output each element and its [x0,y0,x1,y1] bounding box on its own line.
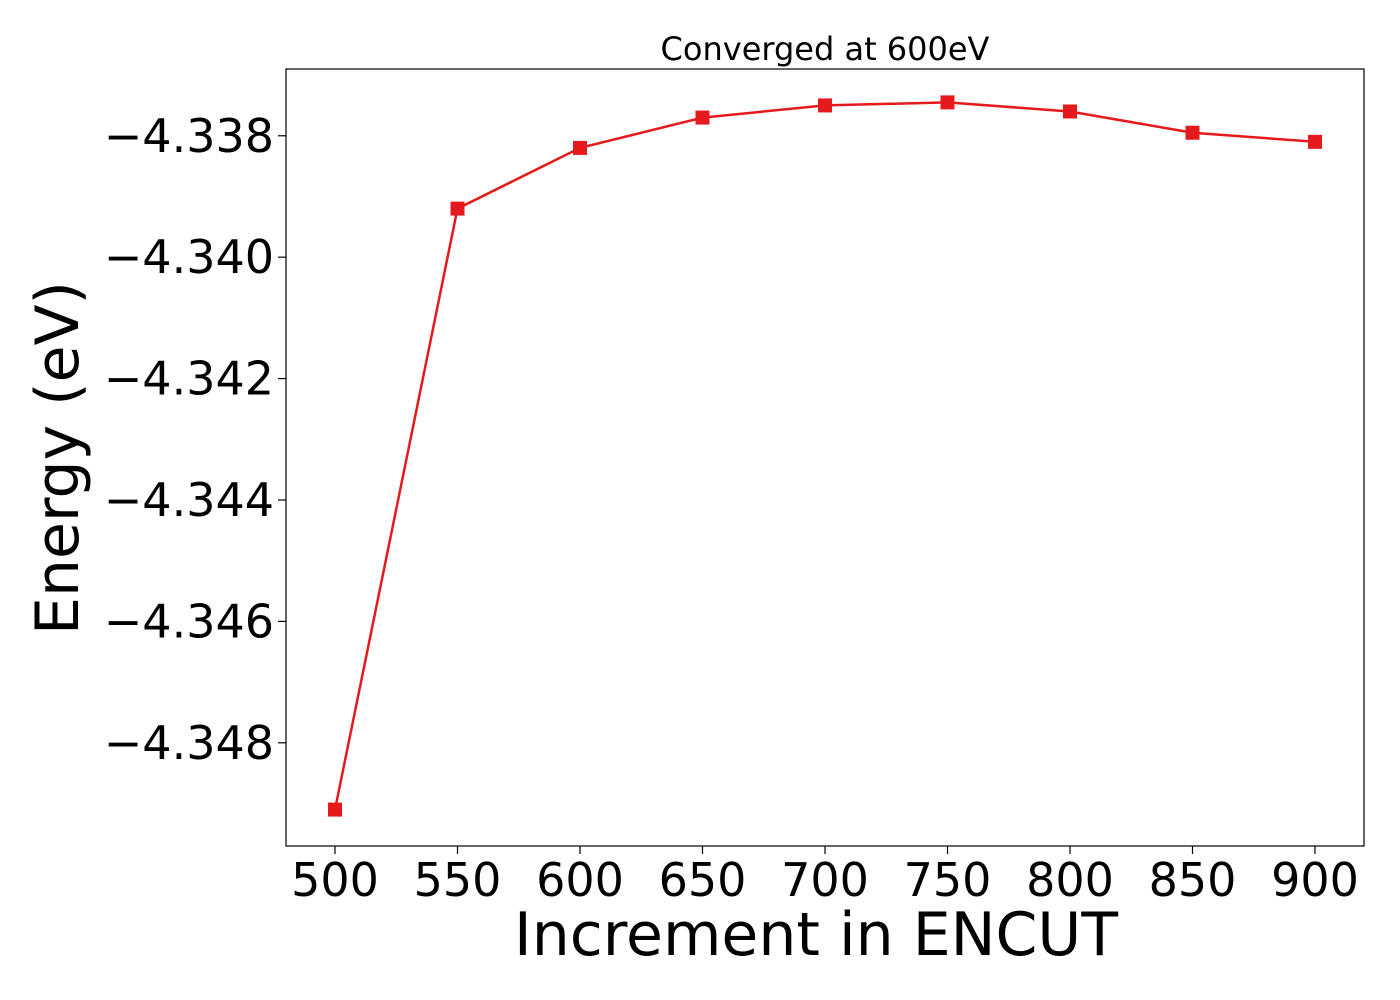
x-tick-label: 850 [1149,853,1237,907]
data-point-marker [328,802,342,817]
x-tick-label: 550 [414,853,502,907]
y-tick-label: −4.344 [104,473,274,527]
y-tick-label: −4.338 [104,109,274,163]
x-tick-label: 750 [904,853,992,907]
data-point-marker [1185,125,1200,140]
y-tick-label: −4.348 [104,716,274,770]
y-tick-label: −4.340 [104,230,274,284]
data-point-marker [695,110,710,125]
data-point-marker [940,95,955,110]
x-tick-label: 650 [659,853,747,907]
x-axis-ticks: 500 550 600 650 700 750 800 850 900 [291,846,1359,907]
x-tick-label: 700 [781,853,869,907]
series-line [333,101,1316,810]
data-point-marker [573,140,587,155]
series-layer [328,95,1322,817]
plot-area-frame [285,68,1365,847]
data-point-marker [1063,104,1077,119]
y-axis-label: Energy (eV) [23,281,93,635]
chart-title: Converged at 600eV [661,30,990,68]
y-tick-label: −4.342 [104,352,274,406]
x-axis-label: Increment in ENCUT [514,900,1118,970]
data-point-marker [1308,134,1322,149]
x-tick-label: 900 [1271,853,1359,907]
data-point-marker [818,98,832,113]
data-point-marker [450,201,465,216]
x-tick-label: 500 [291,853,379,907]
x-tick-label: 800 [1026,853,1114,907]
y-axis-ticks: −4.338 −4.340 −4.342 −4.344 −4.346 −4.348 [104,109,286,770]
y-tick-label: −4.346 [104,594,274,648]
x-tick-label: 600 [536,853,624,907]
